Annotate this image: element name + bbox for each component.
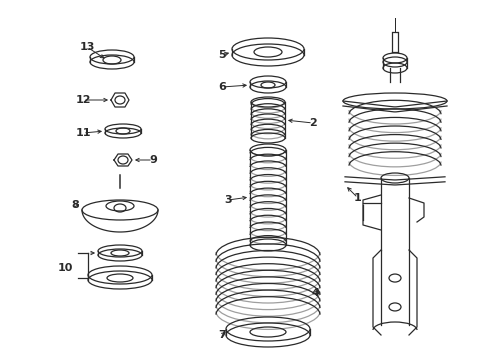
Text: 5: 5 — [218, 50, 225, 60]
Text: 8: 8 — [71, 200, 79, 210]
Text: 1: 1 — [353, 193, 361, 203]
Text: 6: 6 — [218, 82, 225, 92]
Text: 12: 12 — [75, 95, 91, 105]
Text: 11: 11 — [75, 128, 91, 138]
Text: 2: 2 — [308, 118, 316, 128]
Text: 13: 13 — [79, 42, 95, 52]
Text: 7: 7 — [218, 330, 225, 340]
Text: 10: 10 — [57, 263, 73, 273]
Text: 9: 9 — [149, 155, 157, 165]
Text: 4: 4 — [310, 288, 318, 298]
Text: 3: 3 — [224, 195, 231, 205]
